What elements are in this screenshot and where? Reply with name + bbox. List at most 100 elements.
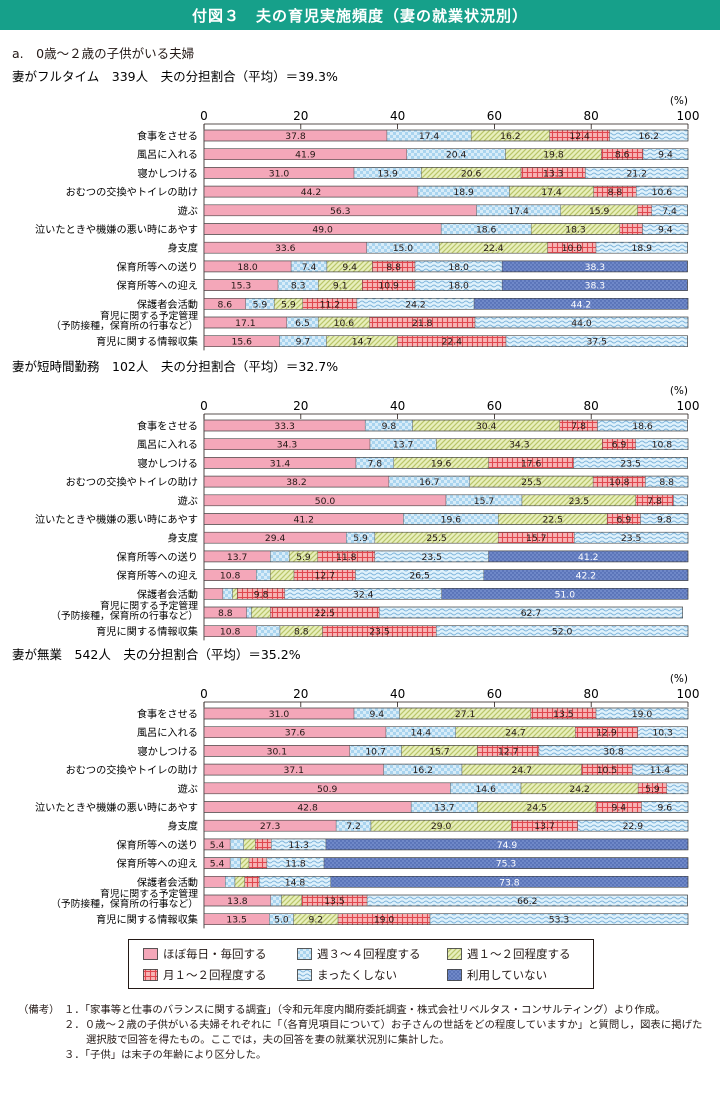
- data-label: 75.3: [496, 859, 517, 870]
- data-label: 19.0: [632, 709, 653, 720]
- data-label: 11.8: [285, 859, 306, 870]
- category-label: 食事をさせる: [137, 708, 198, 721]
- data-label: 11.3: [288, 840, 309, 851]
- category-label: 寝かしつける: [137, 457, 198, 470]
- x-tick-label: 100: [677, 109, 700, 123]
- data-label: 34.3: [509, 440, 530, 451]
- category-label: 身支度: [167, 820, 198, 833]
- bar-segment-weekly12: [251, 606, 271, 619]
- bar-segment-never: [666, 782, 689, 794]
- bar-outline: [203, 297, 689, 310]
- data-label: 5.9: [296, 552, 311, 563]
- data-label: 8.8: [294, 627, 309, 638]
- data-label: 5.9: [645, 784, 660, 795]
- data-label: 30.1: [267, 746, 287, 757]
- data-label: 52.0: [552, 627, 573, 638]
- data-label: 18.0: [448, 281, 469, 292]
- data-label: 5.0: [274, 915, 289, 926]
- data-label: 13.7: [393, 440, 414, 451]
- data-label: 30.4: [476, 421, 497, 432]
- data-label: 17.4: [541, 187, 562, 198]
- data-label: 7.2: [346, 821, 361, 832]
- x-tick-label: 80: [584, 399, 599, 413]
- data-label: 37.1: [284, 765, 304, 776]
- data-label: 15.0: [393, 243, 414, 254]
- legend-swatch-daily: [143, 948, 158, 960]
- data-label: 24.2: [405, 299, 425, 310]
- data-label: 7.8: [368, 458, 383, 469]
- bar-outline: [203, 260, 688, 273]
- data-label: 8.8: [218, 608, 233, 619]
- data-label: 23.5: [621, 533, 642, 544]
- x-tick-label: 20: [293, 109, 308, 123]
- bar-outline: [203, 185, 688, 198]
- x-tick-label: 60: [487, 399, 502, 413]
- data-label: 8.8: [386, 262, 401, 273]
- bar-segment-weekly12: [281, 894, 302, 907]
- legend-label: 週１～２回程度する: [467, 947, 571, 961]
- data-label: 24.5: [527, 803, 548, 814]
- data-label: 30.8: [603, 746, 624, 757]
- legend-item-never: まったくしない: [297, 967, 397, 983]
- data-label: 9.6: [657, 803, 672, 814]
- data-label: 17.4: [419, 131, 440, 142]
- data-label: 10.3: [652, 728, 673, 739]
- x-tick-label: 20: [293, 687, 308, 701]
- x-tick-label: 60: [487, 109, 502, 123]
- data-label: 16.2: [500, 131, 520, 142]
- data-label: 18.0: [237, 262, 258, 273]
- data-label: 7.8: [571, 421, 586, 432]
- category-label: 保育所等への送り: [117, 550, 199, 563]
- legend-swatch-weekly12: [447, 948, 462, 960]
- bar-segment-weekly12: [243, 838, 256, 851]
- bar-outline: [203, 726, 688, 739]
- bar-segment-monthly12: [255, 838, 272, 851]
- category-label: 身支度: [167, 532, 198, 545]
- data-label: 9.4: [611, 803, 626, 814]
- legend-item-weekly34: 週３～４回程度する: [297, 946, 421, 962]
- legend-label: 利用していない: [467, 968, 548, 982]
- legend-label: 週３～４回程度する: [317, 947, 421, 961]
- bar-segment-weekly34: [229, 857, 241, 869]
- bar-segment-weekly34: [270, 550, 290, 563]
- category-label: 保育所等への迎え: [117, 569, 199, 582]
- category-label: 身支度: [167, 242, 198, 255]
- data-label: 10.6: [652, 187, 673, 198]
- data-label: 20.4: [446, 150, 467, 161]
- bar-segment-monthly12: [637, 204, 652, 217]
- data-label: 41.9: [295, 150, 316, 161]
- data-label: 27.3: [260, 821, 281, 832]
- bar-segment-weekly12: [240, 857, 250, 869]
- data-label: 24.2: [569, 784, 589, 795]
- bar-segment-monthly12: [244, 876, 260, 888]
- bar-outline: [203, 913, 689, 926]
- bar-outline: [203, 782, 689, 795]
- figure-title-bar: 付図３ 夫の育児実施頻度（妻の就業状況別）: [0, 0, 720, 30]
- data-label: 18.9: [453, 187, 474, 198]
- data-label: 13.5: [324, 896, 345, 907]
- data-label: 7.4: [302, 262, 317, 273]
- bar-outline: [203, 587, 689, 600]
- data-label: 34.3: [277, 440, 298, 451]
- data-label: 10.8: [609, 477, 630, 488]
- data-label: 66.2: [517, 896, 537, 907]
- data-label: 53.3: [549, 915, 570, 926]
- data-label: 31.0: [269, 709, 290, 720]
- category-label: 保育所等への迎え: [117, 857, 199, 870]
- data-label: 7.8: [647, 496, 662, 507]
- chart-panel-1: 妻がフルタイム 339人 夫の分担割合（平均）＝39.3% (%) 0 20 40 60 8…: [12, 69, 700, 351]
- data-label: 44.2: [571, 299, 591, 310]
- data-label: 6.9: [612, 440, 627, 451]
- x-tick-label: 100: [677, 399, 700, 413]
- data-label: 13.5: [553, 709, 574, 720]
- data-label: 44.2: [301, 187, 321, 198]
- bar-segment-daily: [203, 876, 226, 888]
- category-label: 保護者会活動: [137, 588, 198, 601]
- bar-outline: [203, 438, 689, 451]
- data-label: 15.3: [231, 281, 252, 292]
- x-tick-label: 100: [677, 687, 700, 701]
- category-label: 育児に関する情報収集: [96, 913, 198, 926]
- note-3: ３．「子供」は末子の年齢により区分した。: [64, 1049, 267, 1061]
- bar-segment-weekly12: [234, 876, 245, 888]
- category-label: 寝かしつける: [137, 745, 198, 758]
